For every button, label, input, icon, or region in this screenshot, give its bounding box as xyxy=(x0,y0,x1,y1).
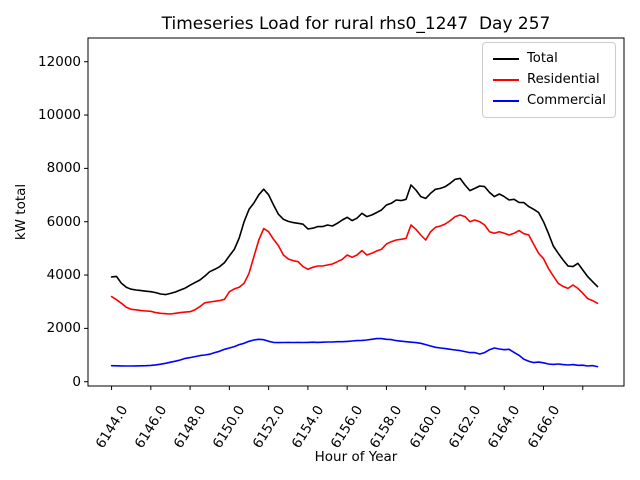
legend-label: Residential xyxy=(527,72,600,87)
chart-title: Timeseries Load for rural rhs0_1247 Day … xyxy=(161,14,551,34)
y-axis-label: kW total xyxy=(13,183,29,241)
legend-item-total: Total xyxy=(483,48,615,69)
y-tick-label: 4000 xyxy=(46,267,81,284)
y-tick-label: 6000 xyxy=(46,213,81,230)
total-line-swatch-icon xyxy=(493,57,519,60)
legend-item-commercial: Commercial xyxy=(483,90,615,111)
y-tick-label: 8000 xyxy=(46,160,81,177)
total-line xyxy=(110,177,599,296)
y-tick-label: 0 xyxy=(72,373,81,390)
commercial-line xyxy=(110,337,599,368)
y-tick-label: 10000 xyxy=(38,107,81,124)
commercial-line-swatch-icon xyxy=(493,99,519,102)
legend-item-residential: Residential xyxy=(483,69,615,90)
legend-label: Total xyxy=(527,51,558,66)
residential-line-swatch-icon xyxy=(493,78,519,81)
y-tick-label: 12000 xyxy=(38,53,81,70)
legend: Total Residential Commercial xyxy=(482,42,616,118)
residential-line xyxy=(110,214,599,315)
legend-label: Commercial xyxy=(527,93,606,108)
x-axis-label: Hour of Year xyxy=(314,449,398,465)
plot-frame xyxy=(87,37,625,387)
y-tick-label: 2000 xyxy=(46,320,81,337)
